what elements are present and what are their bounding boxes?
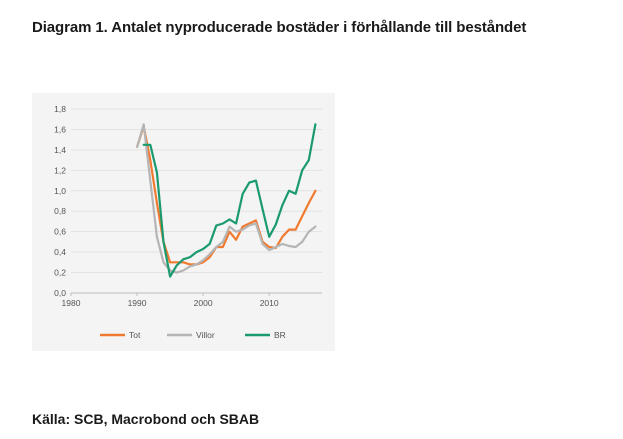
source-note: Källa: SCB, Macrobond och SBAB — [32, 411, 260, 427]
legend-label-villor: Villor — [196, 330, 215, 340]
y-tick-label: 0,6 — [54, 227, 66, 237]
legend-label-br: BR — [274, 330, 286, 340]
y-tick-label: 1,8 — [54, 104, 66, 114]
series-line-villor — [135, 123, 317, 274]
y-tick-label: 1,4 — [54, 145, 66, 155]
chart-area: 0,0 0,2 0,4 0,6 0,8 1,0 1,2 1,4 1,6 1,8 1980 1990 20… — [32, 93, 335, 351]
y-tick-label: 0,8 — [54, 206, 66, 216]
y-tick-label: 1,2 — [54, 165, 66, 175]
axes: 0,0 0,2 0,4 0,6 0,8 1,0 1,2 1,4 1,6 1,8 1980 1990 20… — [54, 104, 322, 308]
legend: Tot Villor BR — [100, 330, 286, 340]
line-chart: 0,0 0,2 0,4 0,6 0,8 1,0 1,2 1,4 1,6 1,8 1980 1990 20… — [54, 104, 322, 340]
y-tick-label: 1,6 — [54, 124, 66, 134]
series-line-br — [142, 123, 317, 278]
series-line-tot — [135, 125, 317, 266]
y-tick-label: 0,0 — [54, 288, 66, 298]
y-tick-label: 0,4 — [54, 247, 66, 257]
chart-heading: Diagram 1. Antalet nyproducerade bostäde… — [32, 19, 527, 36]
legend-label-tot: Tot — [129, 330, 141, 340]
gridlines — [71, 108, 322, 294]
x-tick-label: 1990 — [128, 298, 147, 308]
x-tick-label: 2000 — [194, 298, 213, 308]
series-lines — [135, 123, 317, 278]
y-tick-label: 0,2 — [54, 268, 66, 278]
x-tick-label: 2010 — [260, 298, 279, 308]
y-tick-label: 1,0 — [54, 186, 66, 196]
x-tick-label: 1980 — [62, 298, 81, 308]
